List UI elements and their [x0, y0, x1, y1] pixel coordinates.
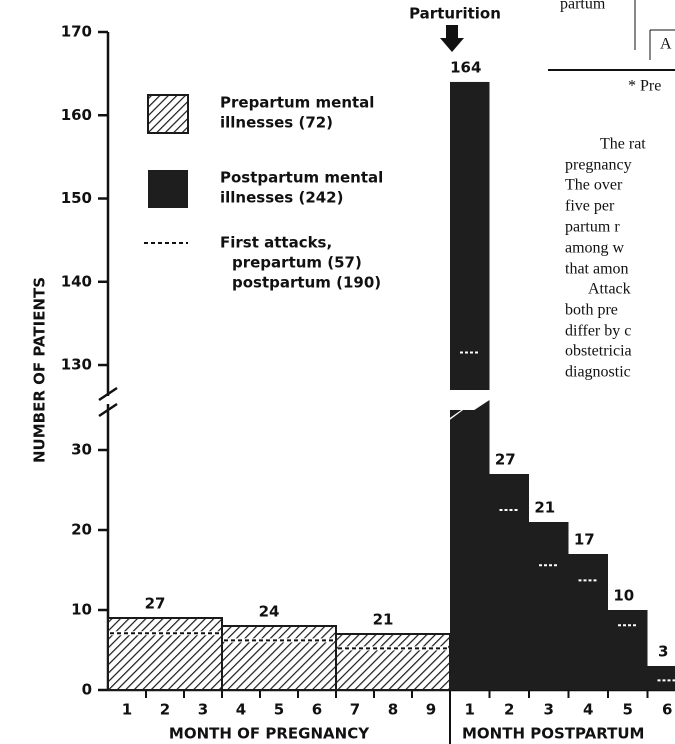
- bar: [450, 410, 490, 690]
- x-tick-label: 9: [426, 701, 436, 719]
- page-text: Attack: [588, 281, 631, 298]
- bar: [450, 81, 490, 390]
- annotation: Parturition: [409, 5, 501, 23]
- legend-label: illnesses (242): [220, 189, 343, 207]
- bar-label: 27: [145, 595, 166, 613]
- bar-break: [447, 388, 493, 422]
- page-text: The rat: [600, 136, 646, 153]
- x-tick-label: 1: [122, 701, 132, 719]
- x-tick-label: 5: [274, 701, 284, 719]
- x-group-label: MONTH POSTPARTUM: [462, 725, 644, 743]
- x-tick-label: 7: [350, 701, 360, 719]
- bar-label: 24: [259, 603, 280, 621]
- legend-label: Prepartum mental: [220, 94, 374, 112]
- bar: [335, 633, 451, 691]
- page-text: both pre: [565, 302, 618, 319]
- bar-label: 27: [495, 451, 516, 469]
- page-text: among w: [565, 240, 625, 257]
- bar-label: 21: [534, 499, 555, 517]
- x-tick-label: 8: [388, 701, 398, 719]
- legend-label: postpartum (190): [232, 274, 381, 292]
- bar-label: 164: [450, 58, 481, 76]
- bar: [608, 610, 648, 690]
- page-text: The over: [565, 177, 623, 194]
- bar: [221, 625, 337, 691]
- y-tick-label: 130: [61, 356, 92, 374]
- y-tick-label: 10: [71, 601, 92, 619]
- x-tick-label: 4: [583, 701, 593, 719]
- y-tick-label: 140: [61, 272, 92, 290]
- x-tick-label: 1: [465, 701, 475, 719]
- y-tick-label: 0: [82, 681, 92, 699]
- bar: [529, 522, 569, 690]
- x-tick-label: 6: [312, 701, 322, 719]
- y-axis-label: NUMBER OF PATIENTS: [31, 277, 49, 463]
- legend-label: Postpartum mental: [220, 169, 383, 187]
- x-tick-label: 6: [662, 701, 672, 719]
- page-text: * Pre: [628, 78, 661, 95]
- bar: [647, 666, 675, 690]
- x-tick-label: 4: [236, 701, 246, 719]
- x-tick-label: 3: [198, 701, 208, 719]
- x-tick-label: 5: [623, 701, 633, 719]
- page-text: partum r: [565, 219, 620, 236]
- legend-label: First attacks,: [220, 234, 332, 252]
- x-tick-label: 3: [544, 701, 554, 719]
- bar-label: 17: [574, 531, 595, 549]
- bar: [107, 617, 223, 691]
- bar: [489, 474, 529, 690]
- x-tick-label: 2: [504, 701, 514, 719]
- y-tick-label: 20: [71, 521, 92, 539]
- legend-label: prepartum (57): [232, 254, 362, 272]
- page-text: obstetricia: [565, 343, 632, 360]
- y-tick-label: 160: [61, 106, 92, 124]
- page-text: that amon: [565, 261, 629, 278]
- bar-break-fill: [450, 400, 490, 430]
- page-text: A: [660, 36, 672, 53]
- legend-label: illnesses (72): [220, 114, 333, 132]
- page-text: five per: [565, 198, 615, 215]
- y-tick-label: 30: [71, 441, 92, 459]
- bar-label: 10: [613, 587, 634, 605]
- page-text: pregnancy: [565, 157, 632, 174]
- y-tick-label: 150: [61, 189, 92, 207]
- x-group-label: MONTH OF PREGNANCY: [169, 725, 370, 743]
- bar-label: 3: [658, 643, 668, 661]
- legend-swatch: [148, 170, 188, 208]
- arrow: [440, 25, 464, 52]
- axis-break: [98, 402, 118, 418]
- bar: [568, 554, 608, 690]
- x-tick-label: 2: [160, 701, 170, 719]
- y-tick-label: 170: [61, 23, 92, 41]
- page-text: partum: [560, 0, 606, 13]
- page-text: differ by c: [565, 323, 631, 340]
- legend-swatch: [147, 94, 189, 134]
- page-text: diagnostic: [565, 364, 631, 381]
- axis-break: [98, 386, 118, 402]
- bar-label: 21: [373, 611, 394, 629]
